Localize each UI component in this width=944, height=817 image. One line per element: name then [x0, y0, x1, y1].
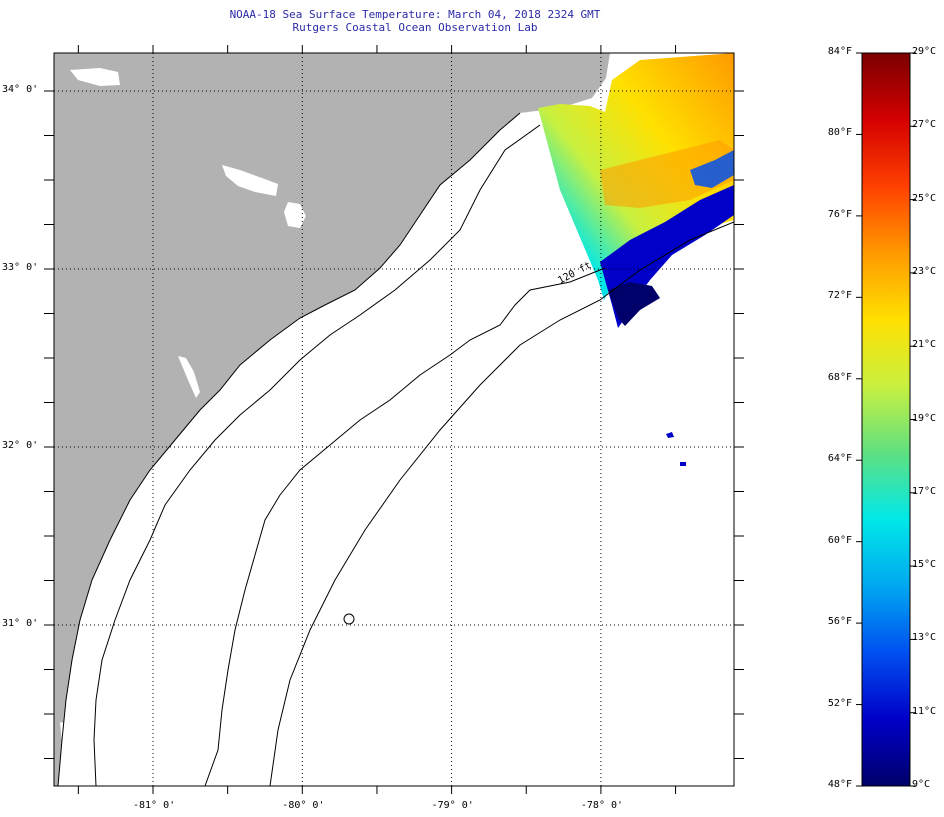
colorbar-f-label: 48°F: [827, 779, 852, 790]
colorbar-c-label: 9°C: [912, 779, 931, 790]
colorbar: [861, 52, 911, 787]
lon-tick-label: -80° 0': [282, 800, 325, 811]
colorbar-c-label: 17°C: [912, 485, 937, 497]
lake-3: [284, 202, 306, 228]
graticule: [54, 53, 734, 786]
lake-2: [222, 165, 278, 196]
colorbar-c-label: 19°C: [912, 412, 937, 424]
colorbar-ticks: [856, 52, 916, 787]
colorbar-c-label: 13°C: [912, 632, 937, 644]
frame-ticks: [44, 45, 744, 794]
colorbar-f-label: 72°F: [827, 290, 852, 302]
map-frame: [53, 52, 735, 787]
chart-title: NOAA-18 Sea Surface Temperature: March 0…: [229, 8, 601, 21]
shelf-edge: [269, 221, 734, 786]
colorbar-f-label: 64°F: [827, 453, 852, 465]
colorbar-c-label: 27°C: [912, 119, 937, 131]
isobath-120ft: [204, 267, 606, 786]
colorbar-f-label: 80°F: [827, 127, 852, 139]
sst-cold-patch-3: [690, 150, 734, 188]
colorbar-f-label: 56°F: [827, 616, 852, 628]
colorbar-f-label: 84°F: [827, 46, 852, 57]
colorbar-c-label: 23°C: [912, 265, 937, 277]
lake-5: [70, 686, 80, 712]
colorbar-f-label: 52°F: [827, 697, 852, 709]
colorbar-f-label: 68°F: [827, 371, 852, 383]
coastline: [57, 112, 521, 786]
sst-warm-patch: [600, 140, 734, 208]
lat-tick-label: 32° 0': [2, 440, 39, 451]
lon-tick-label: -81° 0': [133, 800, 176, 811]
sst-cold-dot-1: [666, 432, 674, 438]
colorbar-f-label: 76°F: [827, 208, 852, 220]
lat-tick-label: 31° 0': [2, 618, 39, 629]
lon-tick-label: -78° 0': [580, 800, 624, 811]
colorbar-c-label: 11°C: [912, 705, 937, 717]
lake-1: [70, 68, 120, 86]
lat-tick-label: 33° 0': [2, 262, 39, 273]
lake-4: [178, 356, 200, 398]
colorbar-c-label: 15°C: [912, 559, 937, 571]
isobath-shallow: [93, 124, 541, 786]
colorbar-c-label: 25°C: [912, 192, 937, 204]
colorbar-c-label: 29°C: [912, 46, 937, 57]
lon-tick-label: -79° 0': [431, 800, 474, 811]
colorbar-f-label: 60°F: [827, 534, 852, 546]
land-area: [54, 53, 610, 786]
sst-cold-dot-2: [680, 462, 686, 466]
sst-cold-patch-2: [608, 282, 660, 326]
colorbar-c-label: 21°C: [912, 339, 937, 351]
lat-tick-label: 34° 0': [2, 84, 39, 95]
chart-subtitle: Rutgers Coastal Ocean Observation Lab: [292, 21, 538, 34]
seamount-contour: [343, 613, 355, 625]
